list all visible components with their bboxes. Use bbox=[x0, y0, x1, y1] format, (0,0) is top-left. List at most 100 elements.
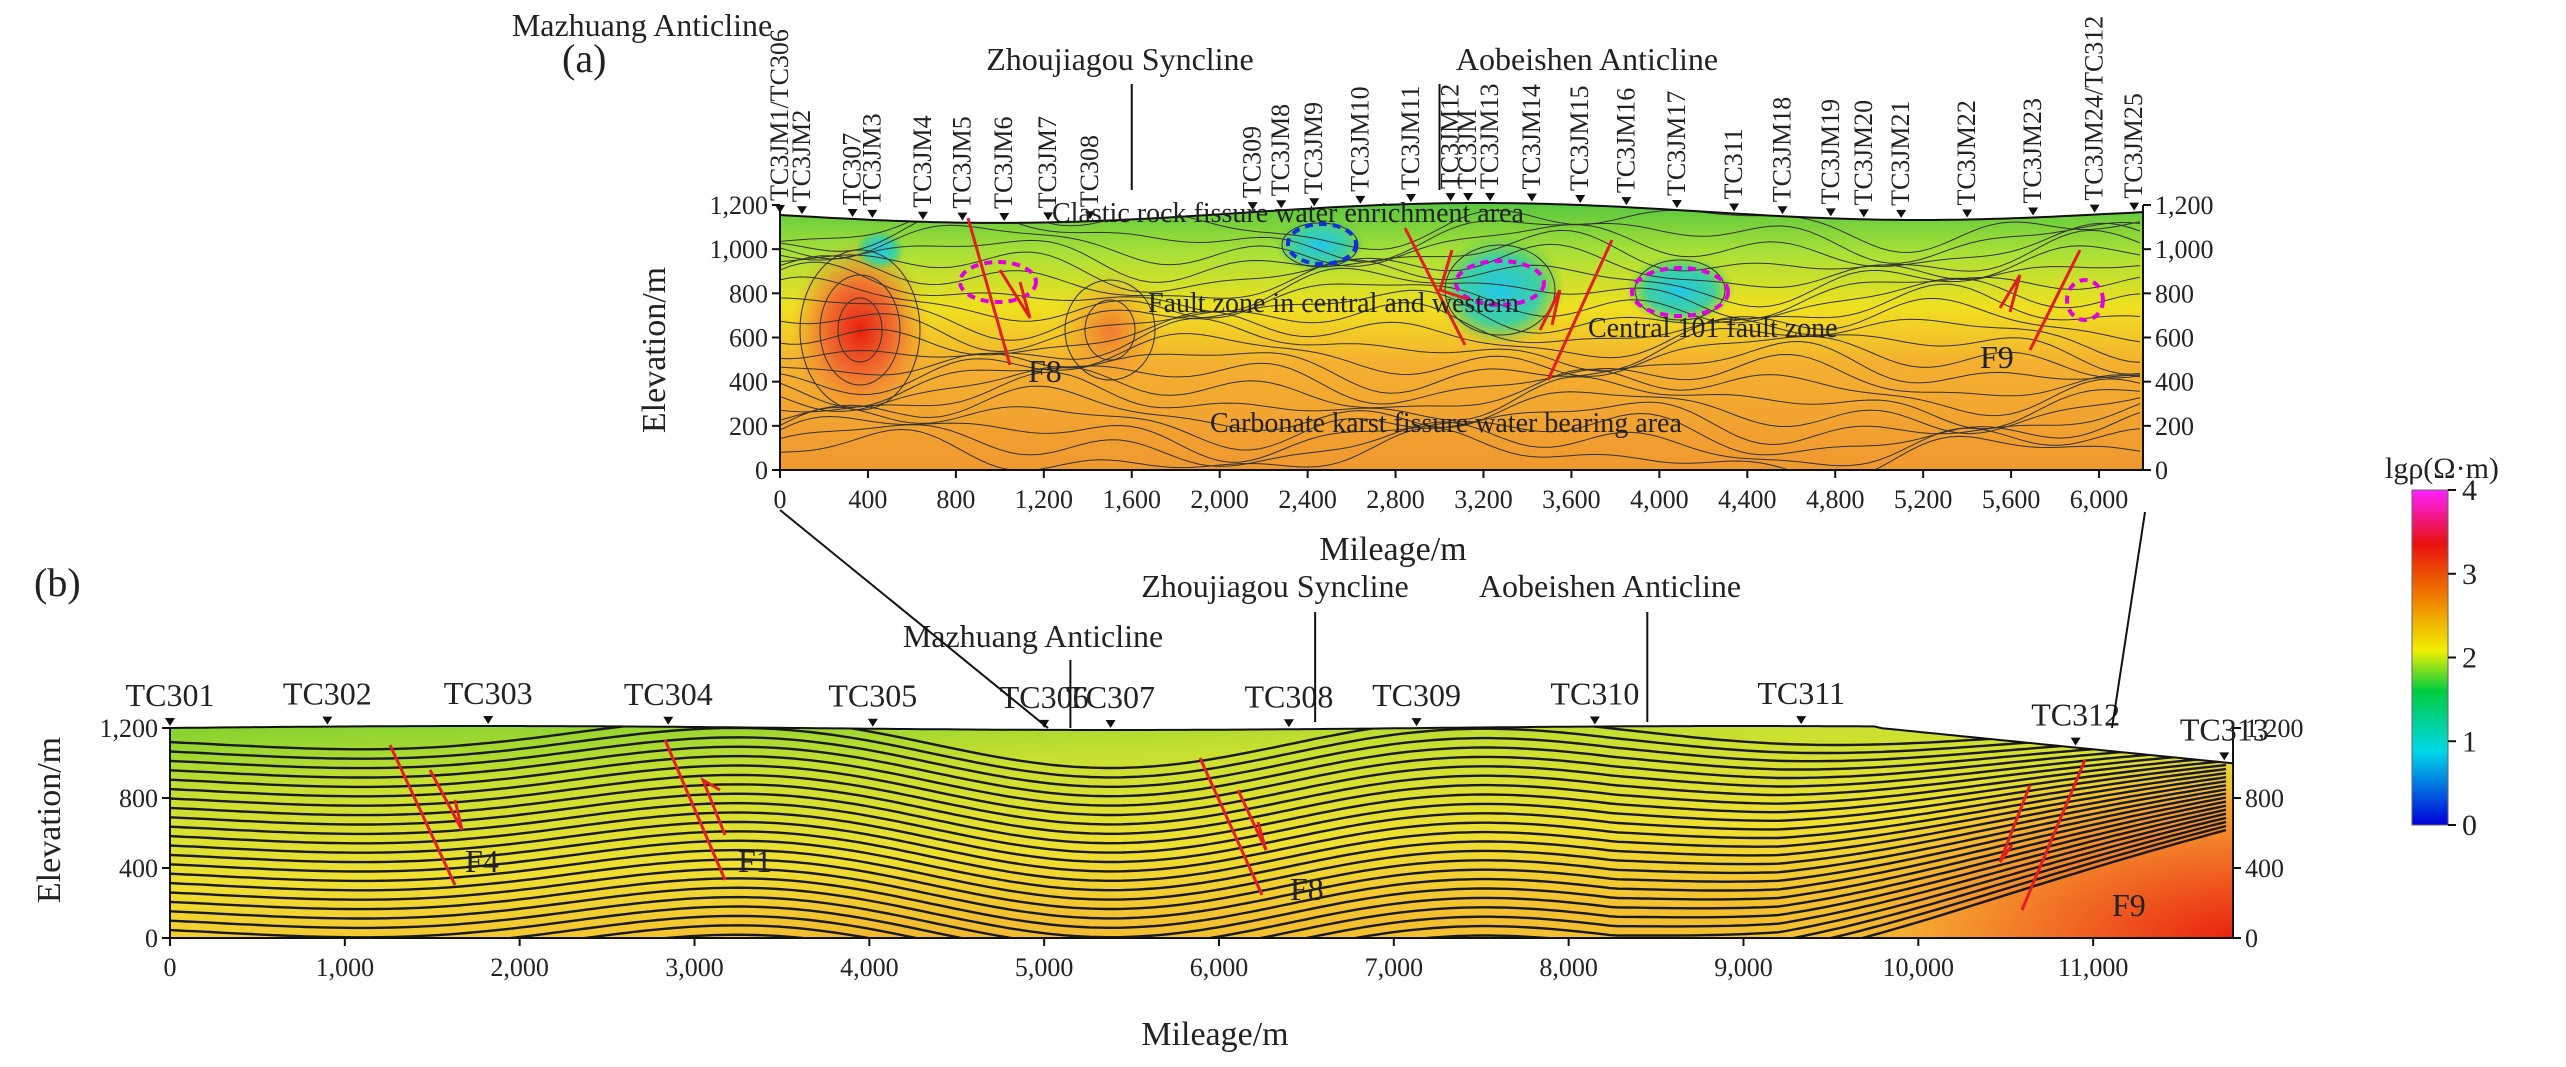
panel-b-station-marker bbox=[1411, 718, 1422, 727]
panel-a-station-marker bbox=[957, 212, 968, 221]
panel-b-contour-line bbox=[170, 780, 2227, 892]
panel-b-station-marker bbox=[1796, 716, 1807, 725]
panel-b-contour-line bbox=[170, 751, 2227, 826]
panel-b-fault-f1-label: F1 bbox=[738, 843, 772, 879]
panel-a-faults bbox=[966, 217, 2082, 381]
panel-a-xlabel: Mileage/m bbox=[1319, 531, 1466, 568]
panel-a-ylabel: Elevation/m bbox=[636, 267, 673, 433]
panel-b-contour-line bbox=[170, 820, 2227, 938]
panel-a-station-label: TC3JM24/TC312 bbox=[2080, 16, 2109, 201]
panel-a-ytick-label: 400 bbox=[729, 368, 768, 397]
panel-a-fault-arrow-3 bbox=[1538, 289, 1562, 331]
panel-a-station-marker bbox=[1621, 197, 1632, 206]
panel-a-annotation-carbonate: Carbonate karst fissure water bearing ar… bbox=[1210, 408, 1682, 439]
panel-a-station-label: TC3JM22 bbox=[1952, 100, 1981, 205]
panel-a-annotation-fault-zone: Fault zone in central and western bbox=[1148, 288, 1519, 319]
panel-a-fault-arrow-2 bbox=[1438, 249, 1471, 302]
colorbar-tick-label: 0 bbox=[2462, 809, 2477, 842]
panel-a-contour-ring bbox=[837, 297, 883, 363]
panel-b-contour-line bbox=[170, 747, 2227, 817]
panel-a-station-marker bbox=[1858, 209, 1869, 218]
panel-a-ytick-right-label: 400 bbox=[2155, 368, 2194, 397]
panel-a-station-label: TC3JM2 bbox=[787, 110, 816, 202]
panel-b-fault-f8-label: F8 bbox=[1290, 871, 1324, 907]
panel-b-xtick-label: 8,000 bbox=[1539, 953, 1598, 982]
panel-a-station-label: TC3JM7 bbox=[1033, 116, 1062, 208]
panel-a-ytick-label: 0 bbox=[755, 456, 768, 485]
panel-a-station-marker bbox=[1084, 211, 1095, 220]
colorbar-tick-label: 1 bbox=[2462, 725, 2477, 758]
panel-a-station-marker bbox=[796, 206, 807, 215]
panel-a-annotation-central-101: Central 101 fault zone bbox=[1588, 313, 1838, 344]
panel-b-station-label: TC304 bbox=[624, 676, 713, 712]
panel-b-contour-line bbox=[170, 739, 2227, 798]
panel-a-ytick-right-label: 800 bbox=[2155, 279, 2194, 308]
panel-b-station-label: TC309 bbox=[1372, 677, 1461, 713]
panel-a-xtick-label: 1,600 bbox=[1102, 485, 1161, 514]
panel-a-station-marker bbox=[917, 211, 928, 220]
panel-a-contour-ring bbox=[1084, 299, 1136, 361]
panel-b-fault-f9-arrow bbox=[1998, 784, 2032, 863]
panel-b-contour-line bbox=[170, 735, 2227, 788]
panel-b-station-label: TC302 bbox=[283, 676, 372, 712]
panel-b-station-label: TC305 bbox=[828, 678, 917, 714]
panel-a-station-marker bbox=[1777, 206, 1788, 215]
panel-a-station-marker bbox=[1962, 209, 1973, 218]
panel-a-ytick-label: 1,200 bbox=[710, 191, 769, 220]
panel-b-xtick-label: 4,000 bbox=[840, 953, 899, 982]
panel-a-station-label: TC3JM14 bbox=[1517, 84, 1546, 189]
panel-b-contour-line bbox=[170, 788, 2227, 911]
panel-a-station-marker bbox=[1825, 208, 1836, 217]
panel-b-contour-line bbox=[170, 772, 2227, 873]
panel-b-contour-line bbox=[170, 816, 2227, 938]
panel-a-station-marker bbox=[1485, 192, 1496, 201]
panel-a-station-label: TC3JM15 bbox=[1565, 86, 1594, 191]
panel-b-fault-f4-label: F4 bbox=[465, 843, 499, 879]
panel-a-station-marker bbox=[1896, 209, 1907, 218]
panel-b-ytick-right-label: 400 bbox=[2245, 854, 2284, 883]
panel-b-xtick-label: 9,000 bbox=[1714, 953, 1773, 982]
panel-b-station-marker bbox=[165, 718, 175, 726]
panel-a-structures: Mazhuang Anticline Zhoujiagou Syncline Aob… bbox=[512, 7, 1718, 190]
panel-a-enrichment-circle-2 bbox=[1286, 222, 1358, 266]
panel-b-contour-line bbox=[170, 828, 2227, 938]
panel-connectors bbox=[779, 509, 2146, 729]
panel-b-station-marker bbox=[1105, 719, 1116, 728]
panel-b-contour-line bbox=[170, 755, 2227, 835]
panel-b-xtick-label: 5,000 bbox=[1015, 953, 1074, 982]
panel-a-contour-line bbox=[780, 222, 2141, 268]
panel-b-xtick-label: 7,000 bbox=[1365, 953, 1424, 982]
panel-b-structure-label: Aobeishen Anticline bbox=[1479, 568, 1741, 604]
panel-b-station-label: TC307 bbox=[1066, 679, 1155, 715]
panel-a-contour-line bbox=[780, 283, 2141, 341]
panel-a-station-label: TC3JM20 bbox=[1849, 100, 1878, 205]
panel-a-fault-f8-arrow bbox=[998, 269, 1032, 319]
colorbar-tick-label: 2 bbox=[2462, 642, 2477, 675]
panel-b-contour-line bbox=[170, 792, 2227, 920]
panel-a-enrichment-circle-5 bbox=[2065, 278, 2105, 322]
panel-a-low-anomaly-2 bbox=[1435, 235, 1565, 345]
panel-a-station-marker bbox=[1276, 200, 1287, 209]
panel-b-station-marker bbox=[322, 716, 333, 725]
panel-a-structure-label: Mazhuang Anticline bbox=[512, 7, 772, 43]
panel-a-station-label: TC3JM1/TC306 bbox=[765, 29, 794, 201]
panel-a-station-label: TC3JM10 bbox=[1345, 86, 1374, 191]
panel-b-station-marker bbox=[663, 716, 674, 725]
panel-b-contour-line bbox=[170, 767, 2227, 864]
panel-b-xtick-label: 0 bbox=[164, 953, 177, 982]
panel-a-xtick-label: 800 bbox=[936, 485, 975, 514]
panel-b-station-marker bbox=[483, 716, 494, 725]
panel-a-ytick-label: 200 bbox=[729, 412, 768, 441]
panel-b-contour-line bbox=[170, 824, 2227, 938]
panel-b-outline bbox=[169, 725, 2234, 939]
panel-b-xtick-label: 3,000 bbox=[665, 953, 724, 982]
panel-a-enrichment-circle-1 bbox=[958, 260, 1038, 304]
panel-a-xtick-label: 2,400 bbox=[1278, 485, 1337, 514]
panel-b-ytick-right-label: 800 bbox=[2245, 784, 2284, 813]
panel-a-contours bbox=[780, 203, 2141, 470]
panel-b-contour-line bbox=[170, 784, 2227, 901]
panel-a-station-label: TC311 bbox=[1719, 128, 1748, 199]
